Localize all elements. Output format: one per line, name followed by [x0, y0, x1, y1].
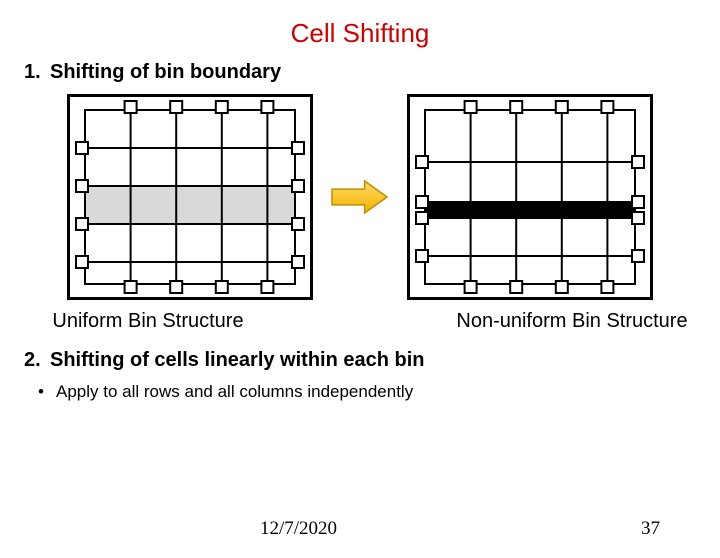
item-2: 2.Shifting of cells linearly within each… [24, 349, 720, 372]
bullet-1-text: Apply to all rows and all columns indepe… [56, 382, 413, 401]
item-2-num: 2. [24, 349, 50, 372]
page-title: Cell Shifting [0, 18, 720, 49]
caption-left: Uniform Bin Structure [25, 310, 271, 333]
item-1: 1.Shifting of bin boundary [24, 61, 720, 84]
footer: 12/7/2020 37 [0, 518, 720, 540]
right-grid [407, 94, 653, 300]
item-1-text: Shifting of bin boundary [50, 61, 281, 83]
footer-date: 12/7/2020 [260, 518, 337, 540]
arrow-icon [331, 179, 389, 215]
item-1-num: 1. [24, 61, 50, 84]
bullet-dot-icon: • [38, 382, 56, 402]
bullet-1: •Apply to all rows and all columns indep… [38, 382, 720, 402]
caption-right: Non-uniform Bin Structure [449, 310, 695, 333]
footer-page: 37 [641, 518, 660, 540]
diagram-row [0, 94, 720, 300]
item-2-text: Shifting of cells linearly within each b… [50, 349, 425, 371]
left-grid [67, 94, 313, 300]
caption-row: Uniform Bin Structure Non-uniform Bin St… [0, 310, 720, 333]
